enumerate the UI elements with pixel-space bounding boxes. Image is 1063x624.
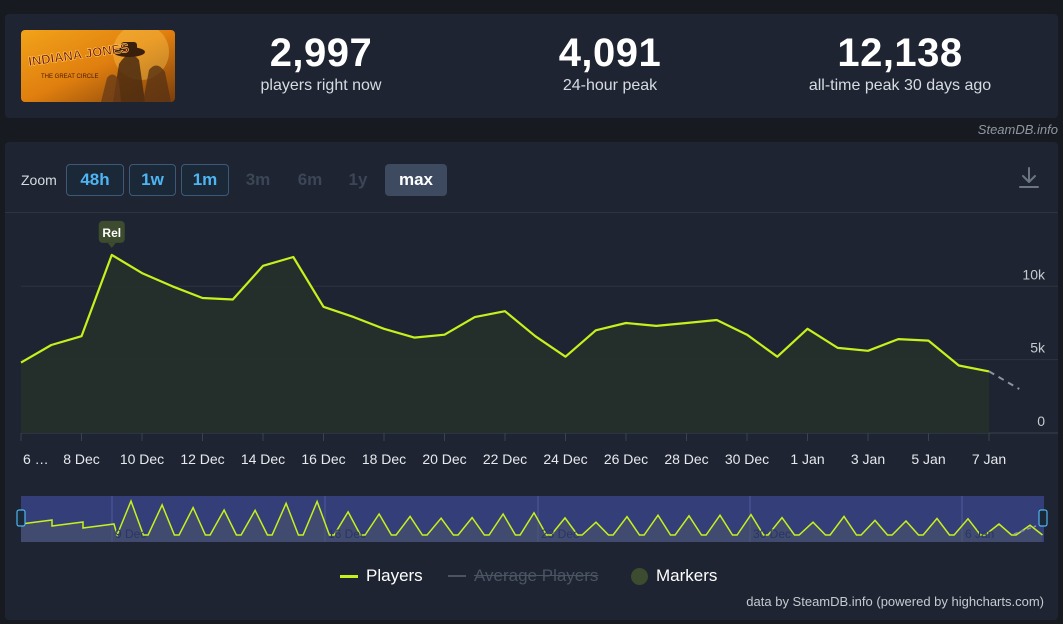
navigator-label: 16 Dec (328, 527, 366, 541)
legend-average-players[interactable]: Average Players (448, 566, 598, 586)
all-time-peak-stat: 12,138 all-time peak 30 days ago (775, 30, 1025, 96)
peak-24h-label: 24-hour peak (562, 77, 658, 94)
players-line (20, 253, 990, 373)
release-marker-pointer (107, 242, 116, 248)
zoom-max-button[interactable]: max (385, 164, 447, 196)
x-tick-label: 16 Dec (301, 451, 345, 467)
current-players-value: 2,997 (269, 31, 373, 75)
release-marker-label: Rel (102, 226, 121, 240)
zoom-6m-button[interactable]: 6m (297, 170, 323, 189)
legend-players-label: Players (366, 566, 423, 585)
navigator-label: 9 Dec (115, 527, 146, 541)
y-tick-label: 10k (1022, 266, 1046, 282)
x-tick-label: 24 Dec (543, 451, 587, 467)
x-tick-label: 8 Dec (63, 451, 100, 467)
navigator-incomplete-line (1013, 525, 1037, 535)
all-time-peak-label: all-time peak 30 days ago (808, 77, 992, 94)
zoom-1w-button[interactable]: 1w (129, 164, 176, 196)
legend-average-swatch (448, 575, 466, 577)
current-players-stat: 2,997 players right now (223, 30, 419, 96)
x-tick-label: 26 Dec (604, 451, 648, 467)
y-tick-label: 0 (1037, 413, 1045, 429)
game-cover-art: INDIANA JONES THE GREAT CIRCLE (21, 30, 175, 102)
x-tick-label: 20 Dec (422, 451, 466, 467)
x-tick-label: 18 Dec (362, 451, 406, 467)
y-tick-label: 5k (1030, 340, 1046, 356)
x-tick-label: 22 Dec (483, 451, 527, 467)
game-cover-image[interactable]: INDIANA JONES THE GREAT CIRCLE (21, 30, 175, 102)
x-tick-label: 30 Dec (725, 451, 769, 467)
x-tick-label: 28 Dec (664, 451, 708, 467)
zoom-1m-button[interactable]: 1m (181, 164, 229, 196)
legend-players-swatch (340, 574, 358, 578)
x-tick-label: 12 Dec (180, 451, 224, 467)
peak-24h-value: 4,091 (558, 31, 662, 75)
navigator-handle-left[interactable] (16, 509, 26, 527)
zoom-3m-button[interactable]: 3m (245, 170, 271, 189)
steamdb-credit[interactable]: SteamDB.info (977, 122, 1058, 137)
x-tick-label: 5 Jan (911, 451, 945, 467)
legend-markers[interactable]: Markers (631, 566, 717, 586)
players-area (21, 254, 989, 433)
current-players-label: players right now (260, 77, 382, 94)
navigator-area (21, 501, 1043, 542)
legend-markers-label: Markers (656, 566, 718, 585)
legend-markers-swatch (631, 567, 648, 585)
chart-panel: Zoom 48h 1w 1m 3m 6m 1y max Rel 0 5k 10k 6 … (5, 142, 1058, 620)
x-tick-label: 1 Jan (790, 451, 824, 467)
release-marker (98, 220, 125, 243)
svg-text:THE GREAT CIRCLE: THE GREAT CIRCLE (41, 74, 98, 80)
x-tick-label: 10 Dec (120, 451, 164, 467)
navigator-label: 6 Jan (965, 527, 994, 541)
players-incomplete-line (988, 370, 1020, 390)
x-tick-label: 7 Jan (972, 451, 1006, 467)
chart-credit[interactable]: data by SteamDB.info (powered by highcha… (746, 594, 1044, 609)
peak-24h-stat: 4,091 24-hour peak (510, 30, 710, 96)
navigator-line (20, 499, 1043, 538)
x-tick-label: 14 Dec (241, 451, 285, 467)
x-tick-label: 3 Jan (851, 451, 885, 467)
stats-panel: INDIANA JONES THE GREAT CIRCLE 2,997 pla… (5, 14, 1058, 118)
legend-players[interactable]: Players (340, 566, 423, 586)
navigator-label: 30 Dec (753, 527, 791, 541)
zoom-label: Zoom (21, 172, 57, 188)
navigator-handle-right[interactable] (1038, 509, 1048, 527)
legend-average-label: Average Players (474, 566, 599, 585)
navigator-label: 23 Dec (541, 527, 579, 541)
zoom-1y-button[interactable]: 1y (348, 170, 368, 189)
player-count-chart: Rel 0 5k 10k 6 … 8 Dec 10 Dec 12 Dec 14 Dec 16 D… (5, 212, 1058, 542)
x-tick-label: 6 … (23, 451, 49, 467)
zoom-48h-button[interactable]: 48h (66, 164, 124, 196)
download-icon[interactable] (1018, 166, 1040, 190)
all-time-peak-value: 12,138 (837, 31, 963, 75)
